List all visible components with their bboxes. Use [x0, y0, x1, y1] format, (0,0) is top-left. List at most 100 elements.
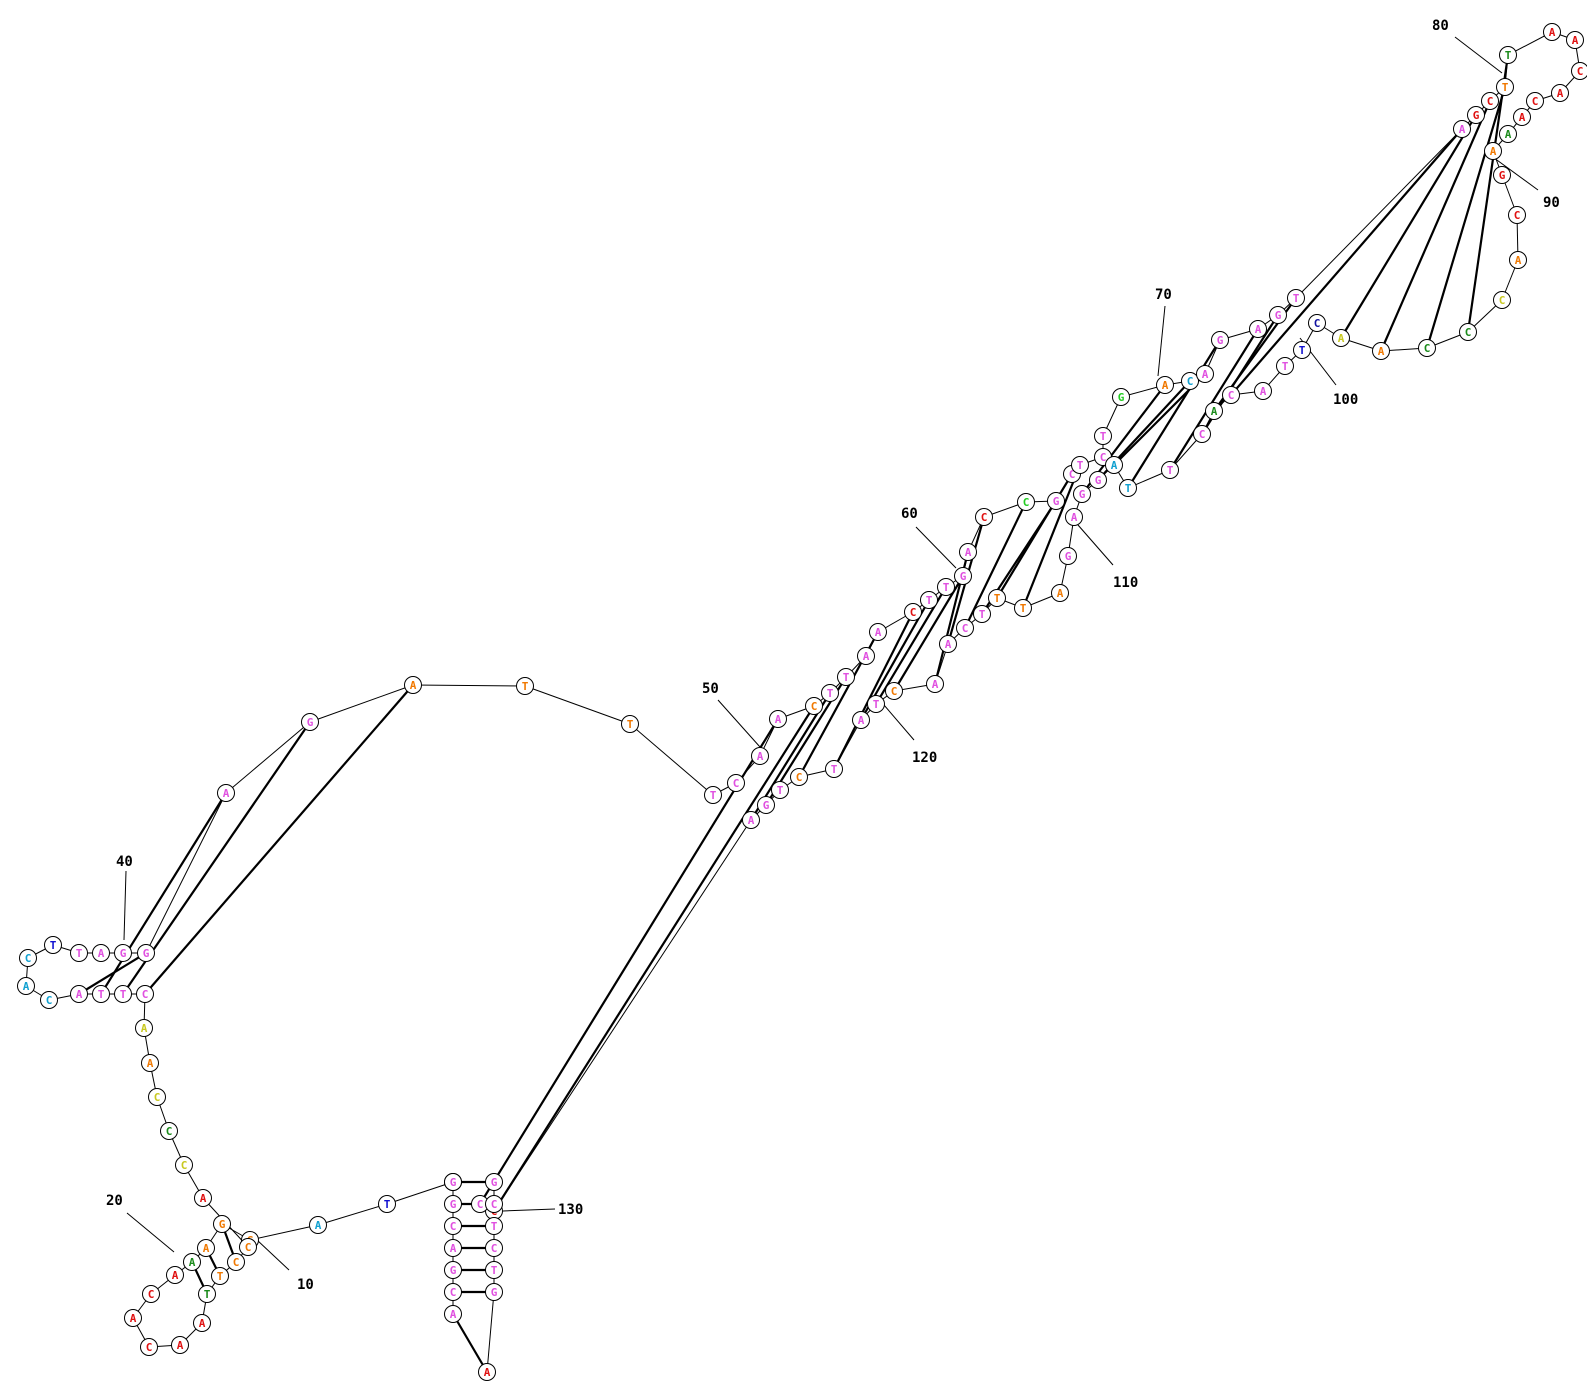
nucleotide-letter: C	[450, 1286, 457, 1299]
nucleotide-circle	[1571, 62, 1587, 80]
nucleotide-82: A	[1543, 23, 1561, 41]
nucleotide-113: T	[1014, 599, 1032, 617]
nucleotide-75: G	[1269, 306, 1287, 324]
nucleotide-14: A	[183, 1253, 201, 1271]
nucleotide-63: C	[1017, 493, 1035, 511]
nucleotide-letter: C	[491, 1198, 498, 1211]
nucleotide-circle	[1051, 584, 1069, 602]
nucleotide-letter: T	[627, 718, 634, 731]
nucleotide-34: A	[70, 985, 88, 1003]
nucleotide-112: A	[1051, 584, 1069, 602]
nucleotide-letter: G	[219, 1218, 226, 1231]
nucleotide-15: A	[166, 1266, 184, 1284]
nucleotide-circle	[1508, 206, 1526, 224]
nucleotide-123: C	[790, 768, 808, 786]
nucleotide-letter: A	[1505, 128, 1512, 141]
nucleotide-circle	[193, 1314, 211, 1332]
nucleotide-87: A	[1513, 108, 1531, 126]
nucleotide-letter: G	[1095, 474, 1102, 487]
nucleotide-letter: A	[945, 638, 952, 651]
nucleotide-79: C	[1481, 92, 1499, 110]
nucleotide-circle	[821, 684, 839, 702]
nucleotide-117: A	[939, 635, 957, 653]
position-label-80: 80	[1432, 18, 1503, 74]
backbone-segment	[249, 1224, 319, 1241]
nucleotide-circle	[769, 710, 787, 728]
nucleotide-77: A	[1453, 120, 1471, 138]
backbone-segment	[145, 792, 227, 954]
base-pair-line	[78, 952, 147, 995]
nucleotide-80: T	[1496, 78, 1514, 96]
nucleotide-circle	[485, 1283, 503, 1301]
label-60: 60	[901, 506, 918, 522]
nucleotide-69: G	[1112, 388, 1130, 406]
nucleotide-22: T	[211, 1267, 229, 1285]
nucleotide-circle	[757, 796, 775, 814]
nucleotide-letter: A	[875, 626, 882, 639]
nucleotide-circle	[444, 1195, 462, 1213]
nucleotide-letter: C	[891, 685, 898, 698]
nucleotide-38: T	[44, 936, 62, 954]
base-pair-line	[1379, 100, 1492, 352]
nucleotide-letter: G	[491, 1286, 498, 1299]
nucleotide-letter: A	[203, 1242, 210, 1255]
nucleotide-letter: G	[143, 947, 150, 960]
nucleotide-circle	[148, 1088, 166, 1106]
nucleotide-circle	[114, 985, 132, 1003]
nucleotide-106: T	[1119, 479, 1137, 497]
nucleotide-86: C	[1526, 92, 1544, 110]
nucleotide-letter: C	[1314, 317, 1321, 330]
nucleotide-circle	[1156, 376, 1174, 394]
nucleotide-letter: T	[50, 939, 57, 952]
nucleotide-114: T	[988, 589, 1006, 607]
nucleotide-circle	[175, 1156, 193, 1174]
nucleotide-letter: T	[979, 608, 986, 621]
nucleotide-letter: A	[141, 1022, 148, 1035]
base-pair-line	[893, 575, 964, 692]
nucleotide-letter: G	[450, 1264, 457, 1277]
nucleotide-letter: C	[1532, 95, 1539, 108]
nucleotide-letter: A	[965, 546, 972, 559]
nucleotide-94: C	[1459, 323, 1477, 341]
base-pair-line	[1127, 339, 1221, 489]
nucleotide-circle	[160, 1122, 178, 1140]
nucleotide-41: G	[114, 944, 132, 962]
backbone-segment	[524, 685, 631, 725]
nucleotide-letter: A	[147, 1057, 154, 1070]
nucleotide-circle	[40, 991, 58, 1009]
nucleotide-93: C	[1493, 291, 1511, 309]
nucleotide-58: T	[920, 591, 938, 609]
nucleotide-letter: C	[1199, 428, 1206, 441]
nucleotide-circle	[485, 1173, 503, 1191]
nucleotide-circle	[1017, 493, 1035, 511]
backbone-lines	[25, 31, 1581, 1373]
nucleotide-46: T	[516, 677, 534, 695]
nucleotide-135: A	[478, 1363, 496, 1381]
nucleotide-56: A	[869, 623, 887, 641]
nucleotide-circle	[309, 1216, 327, 1234]
backbone-segment	[629, 723, 714, 796]
nucleotide-circle	[1205, 402, 1223, 420]
nucleotide-circle	[141, 1054, 159, 1072]
nucleotide-circle	[954, 567, 972, 585]
nucleotide-letter: C	[1100, 451, 1107, 464]
position-label-110: 110	[1077, 524, 1138, 591]
nucleotide-118: A	[926, 675, 944, 693]
nucleotide-circle	[1276, 357, 1294, 375]
nucleotide-circle	[17, 977, 35, 995]
nucleotide-letter: A	[484, 1366, 491, 1379]
nucleotide-circle	[485, 1239, 503, 1257]
nucleotide-119: C	[885, 682, 903, 700]
label-120: 120	[912, 750, 937, 766]
nucleotide-13: A	[197, 1239, 215, 1257]
nucleotide-circle	[70, 944, 88, 962]
nucleotide-81: T	[1499, 46, 1517, 64]
nucleotide-36: A	[17, 977, 35, 995]
nucleotide-39: T	[70, 944, 88, 962]
nucleotide-circle	[1269, 306, 1287, 324]
nucleotide-33: T	[92, 985, 110, 1003]
nucleotide-59: T	[937, 578, 955, 596]
nucleotide-103: A	[1205, 402, 1223, 420]
nucleotide-102: C	[1222, 386, 1240, 404]
nucleotide-51: A	[769, 710, 787, 728]
